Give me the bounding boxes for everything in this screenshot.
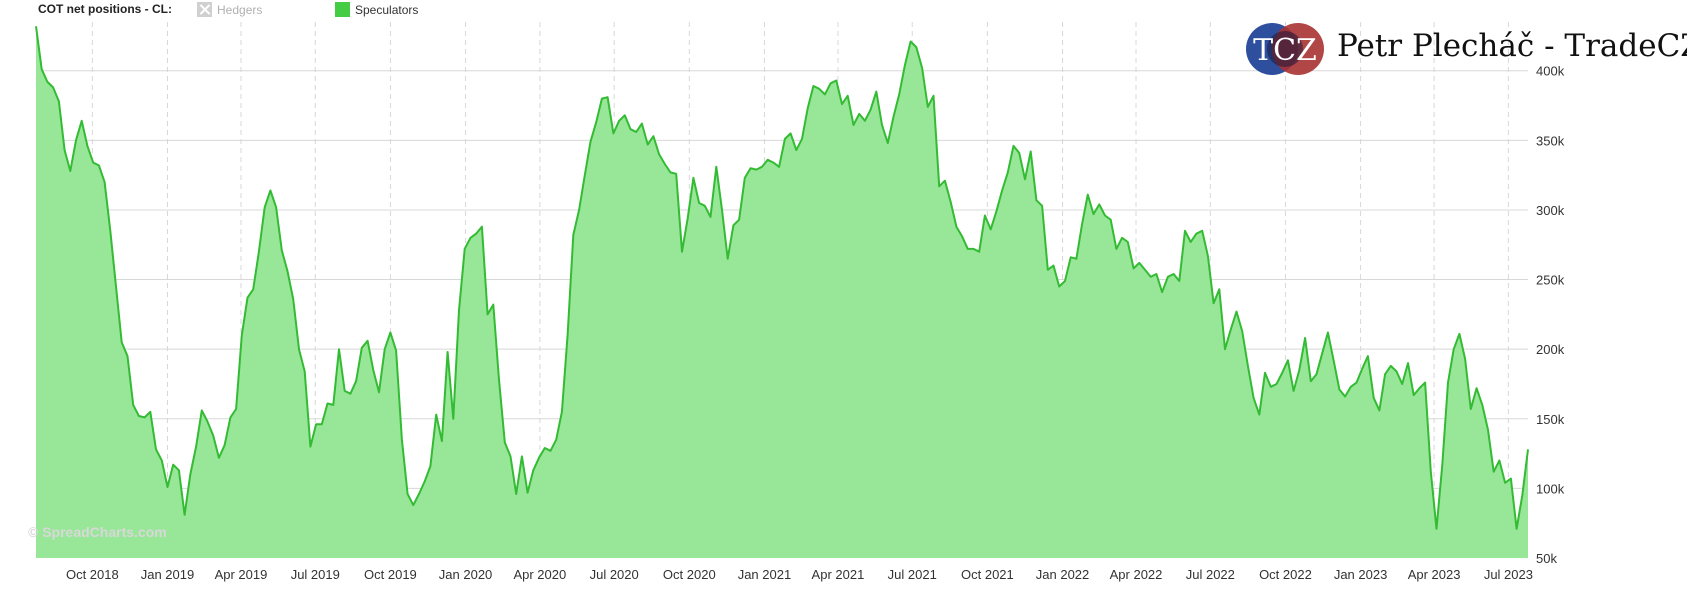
y-tick-label: 150k <box>1536 412 1565 427</box>
x-tick-label: Apr 2019 <box>215 567 268 582</box>
brand-name: Petr Plecháč - TradeCZ <box>1337 28 1687 64</box>
x-tick-label: Jul 2021 <box>888 567 937 582</box>
y-tick-label: 300k <box>1536 203 1565 218</box>
x-tick-label: Jul 2022 <box>1186 567 1235 582</box>
x-tick-label: Jan 2019 <box>141 567 195 582</box>
legend-hedgers-label: Hedgers <box>217 3 263 17</box>
legend-speculators-label: Speculators <box>355 3 419 17</box>
y-tick-label: 100k <box>1536 481 1565 496</box>
x-tick-label: Jul 2019 <box>291 567 340 582</box>
x-tick-label: Apr 2021 <box>812 567 865 582</box>
x-tick-label: Jul 2020 <box>590 567 639 582</box>
logo-overlap <box>1267 31 1303 67</box>
hedgers-hidden-icon <box>197 2 212 17</box>
y-axis: 50k 100k 150k 200k 250k 300k 350k 400k <box>1536 64 1565 566</box>
x-tick-label: Jan 2020 <box>439 567 493 582</box>
watermark: © SpreadCharts.com <box>28 524 167 540</box>
y-tick-label: 350k <box>1536 133 1565 148</box>
speculators-swatch-icon <box>335 2 350 17</box>
tcz-logo-icon: TCZ <box>1246 23 1324 75</box>
x-tick-label: Oct 2019 <box>364 567 417 582</box>
y-tick-label: 400k <box>1536 64 1565 79</box>
x-tick-label: Oct 2020 <box>663 567 716 582</box>
logo-text: TCZ <box>1253 33 1317 68</box>
x-tick-label: Jul 2023 <box>1484 567 1533 582</box>
x-tick-label: Jan 2022 <box>1036 567 1090 582</box>
speculators-area <box>36 26 1528 558</box>
x-tick-label: Apr 2022 <box>1110 567 1163 582</box>
legend-item-hedgers[interactable]: Hedgers <box>197 2 262 17</box>
legend-item-speculators[interactable]: Speculators <box>335 2 418 17</box>
x-tick-label: Jan 2023 <box>1334 567 1388 582</box>
y-tick-label: 50k <box>1536 551 1557 566</box>
x-tick-label: Oct 2021 <box>961 567 1014 582</box>
legend-title: COT net positions - CL: <box>38 2 172 16</box>
x-tick-label: Oct 2022 <box>1259 567 1312 582</box>
x-tick-label: Apr 2023 <box>1408 567 1461 582</box>
speculators-line <box>35 26 1529 530</box>
x-tick-label: Oct 2018 <box>66 567 119 582</box>
x-tick-label: Jan 2021 <box>738 567 792 582</box>
plot-area <box>35 26 1529 558</box>
y-tick-label: 200k <box>1536 342 1565 357</box>
y-tick-label: 250k <box>1536 273 1565 288</box>
x-axis: Oct 2018 Jan 2019 Apr 2019 Jul 2019 Oct 2019… <box>66 567 1533 582</box>
x-tick-label: Apr 2020 <box>513 567 566 582</box>
